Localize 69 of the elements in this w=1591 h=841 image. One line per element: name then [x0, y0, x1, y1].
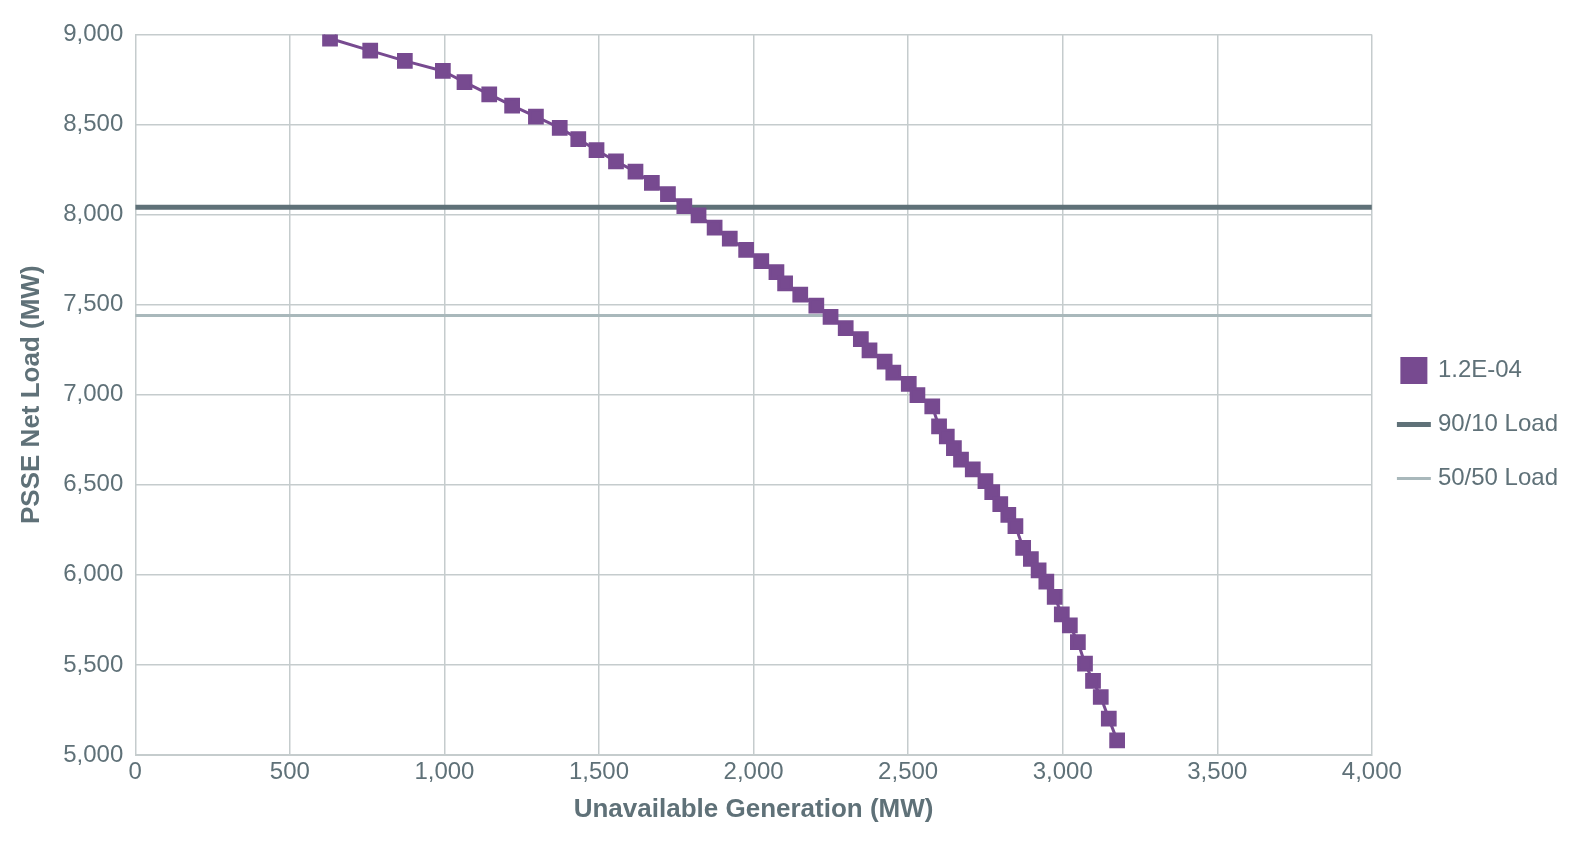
y-tick-label: 8,500 — [63, 109, 124, 137]
point — [1077, 655, 1093, 672]
x-tick-label: 4,000 — [1341, 757, 1402, 785]
point — [1007, 518, 1024, 534]
x-tick-label: 2,000 — [723, 757, 784, 785]
y-tick-label: 5,000 — [63, 739, 124, 767]
point — [738, 242, 755, 258]
y-axis-title: PSSE Net Load (MW) — [14, 265, 45, 524]
point — [721, 230, 738, 247]
point — [924, 398, 941, 415]
point — [964, 461, 981, 478]
point — [660, 186, 676, 202]
point — [852, 331, 869, 348]
point — [435, 63, 451, 79]
point — [588, 142, 605, 159]
x-tick-label: 3,500 — [1187, 757, 1248, 785]
y-tick-label: 6,500 — [63, 469, 124, 497]
point — [362, 42, 379, 59]
x-tick-label: 3,000 — [1032, 757, 1093, 785]
point — [1085, 673, 1101, 689]
point — [1100, 710, 1117, 727]
point — [456, 74, 473, 90]
x-tick-label: 0 — [128, 757, 142, 785]
point — [504, 97, 520, 114]
point — [861, 342, 878, 359]
point — [1109, 732, 1125, 749]
y-tick-label: 6,000 — [63, 559, 124, 587]
point — [551, 120, 568, 136]
point — [909, 387, 926, 403]
point — [1038, 573, 1055, 590]
point — [1046, 588, 1063, 605]
point — [690, 207, 707, 224]
point — [706, 219, 723, 236]
legend-label: 50/50 Load — [1437, 463, 1559, 491]
point — [837, 320, 854, 336]
point — [1092, 689, 1109, 705]
point — [396, 53, 413, 69]
point — [753, 253, 770, 269]
point — [608, 153, 624, 170]
point — [322, 34, 338, 47]
x-tick-label: 1,000 — [414, 757, 475, 785]
point — [777, 275, 793, 292]
point — [900, 376, 917, 392]
y-tick-label: 9,000 — [63, 19, 124, 47]
x-tick-label: 2,500 — [878, 757, 939, 785]
point — [885, 364, 902, 381]
point — [643, 174, 660, 191]
y-tick-label: 7,500 — [63, 289, 124, 317]
point — [1070, 634, 1086, 650]
point — [792, 286, 809, 303]
point — [953, 451, 969, 468]
legend-label: 90/10 Load — [1437, 409, 1559, 437]
point — [984, 484, 1001, 501]
point — [528, 108, 544, 125]
point — [822, 309, 839, 325]
point — [570, 131, 587, 147]
y-tick-label: 5,500 — [63, 649, 124, 677]
legend-label: 1.2E-04 — [1437, 355, 1522, 383]
point — [1061, 617, 1078, 634]
x-axis-title: Unavailable Generation (MW) — [573, 792, 934, 823]
point — [481, 86, 498, 103]
x-tick-label: 500 — [269, 757, 310, 785]
point — [676, 198, 693, 214]
point — [808, 297, 825, 314]
y-tick-label: 7,000 — [63, 379, 124, 407]
x-tick-label: 1,500 — [568, 757, 630, 785]
y-tick-label: 8,000 — [63, 199, 124, 227]
point — [627, 163, 644, 180]
point — [946, 440, 962, 456]
